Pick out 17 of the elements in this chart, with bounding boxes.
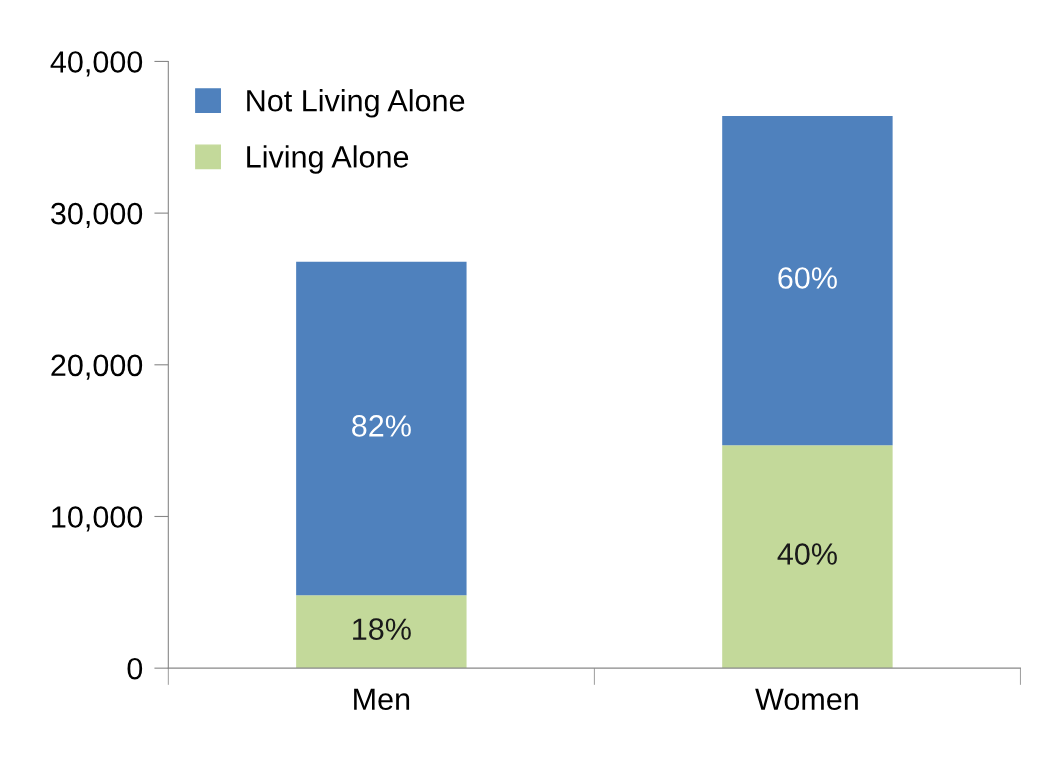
bar <box>296 595 467 669</box>
bar <box>722 445 893 669</box>
annotation: 18% <box>353 618 411 640</box>
y-tick-label: 30,000 <box>51 202 143 229</box>
legend-label: Not Living Alone <box>247 89 465 118</box>
annotation: 82% <box>352 415 411 437</box>
annotation: 60% <box>778 267 837 289</box>
x-tick-label: Men <box>354 688 410 711</box>
bar <box>722 116 893 446</box>
y-tick-label: 40,000 <box>50 51 143 77</box>
annotation: 40% <box>777 543 837 565</box>
bar <box>296 261 467 596</box>
legend-label: Living Alone <box>247 145 409 174</box>
y-tick-label: 0 <box>127 657 143 680</box>
x-tick-label: Women <box>755 688 858 711</box>
y-tick-label: 10,000 <box>52 506 143 532</box>
y-tick-label: 20,000 <box>51 354 143 380</box>
